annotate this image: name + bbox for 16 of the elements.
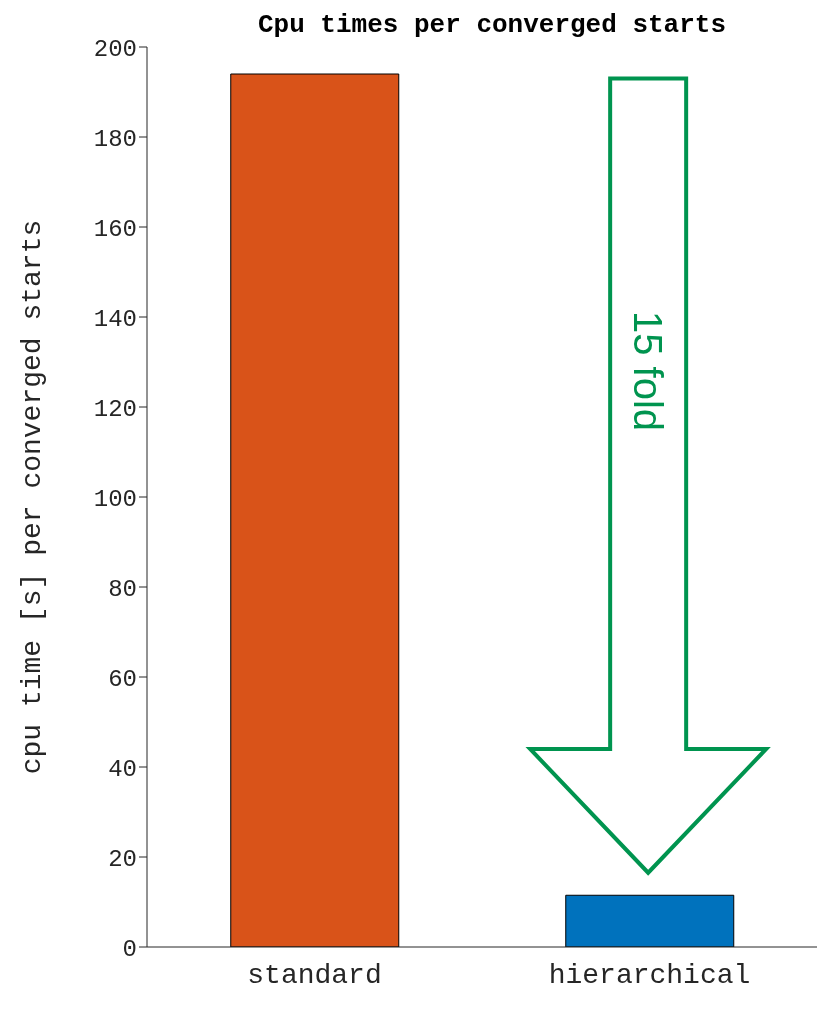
y-tick-label: 180: [93, 125, 137, 153]
y-tick-label: 20: [108, 845, 137, 873]
y-tick-label: 0: [122, 935, 137, 963]
x-tick-label: standard: [247, 959, 382, 991]
y-tick-label: 80: [108, 575, 137, 603]
y-tick-label: 120: [93, 395, 137, 423]
y-tick-label: 160: [93, 215, 137, 243]
y-tick-label: 100: [93, 485, 137, 513]
y-tick-label: 40: [108, 755, 137, 783]
y-axis-title: cpu time [s] per converged starts: [16, 219, 48, 775]
chart-title: Cpu times per converged starts: [256, 10, 728, 40]
x-tick-label: hierarchical: [548, 959, 751, 991]
y-tick-label: 60: [108, 665, 137, 693]
y-tick-label: 140: [93, 305, 137, 333]
y-tick-label: 200: [93, 35, 137, 63]
annotation: 15 fold: [626, 310, 671, 432]
